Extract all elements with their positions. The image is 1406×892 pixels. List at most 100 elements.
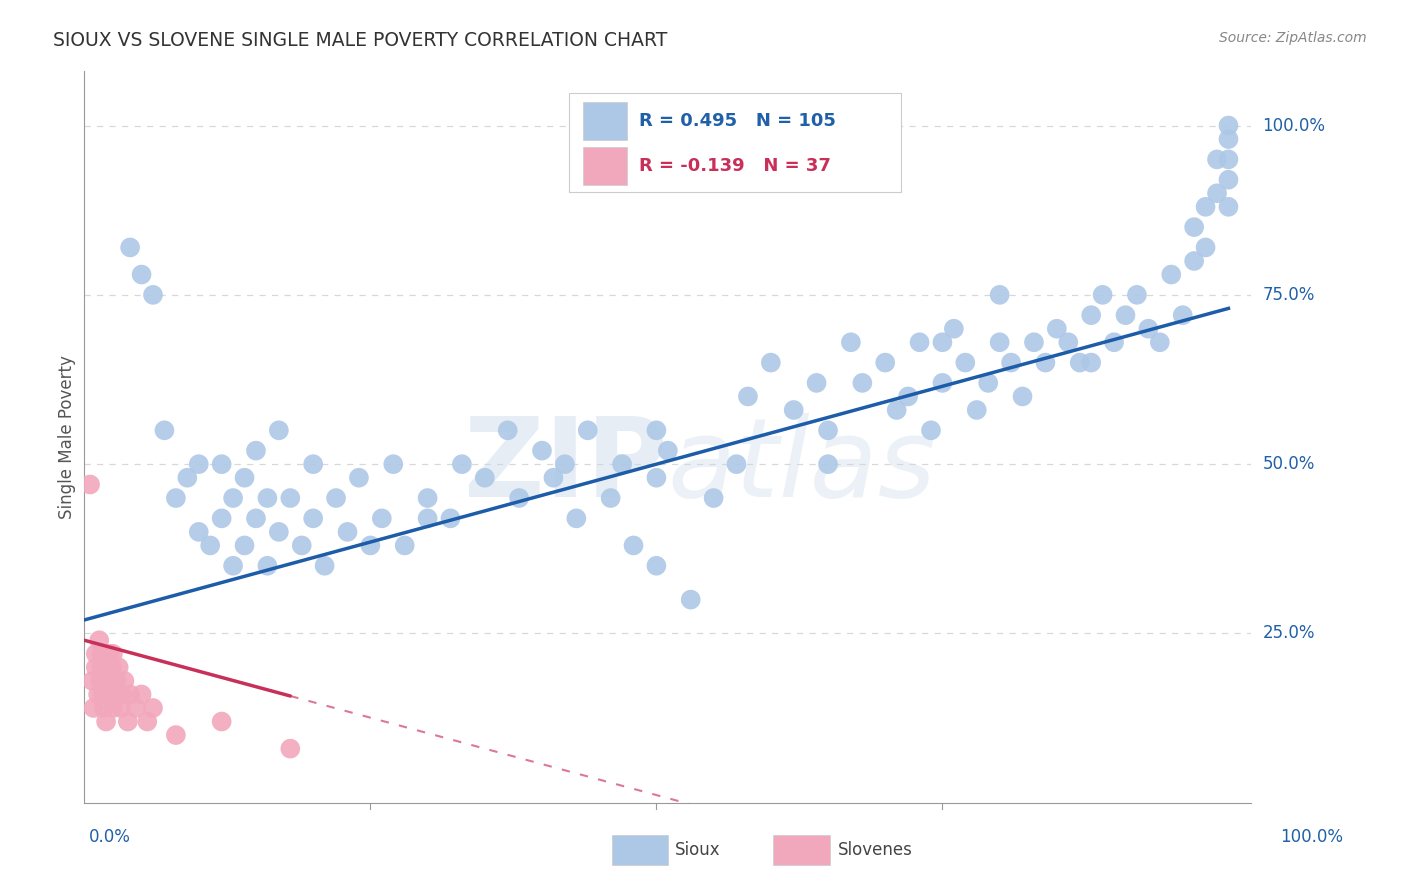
Point xyxy=(657,443,679,458)
Point xyxy=(245,443,267,458)
Point xyxy=(91,688,114,702)
Point xyxy=(101,660,124,674)
Point xyxy=(89,633,111,648)
Point xyxy=(416,511,439,525)
Point xyxy=(336,524,359,539)
Point xyxy=(645,558,668,573)
Point xyxy=(371,511,394,525)
Text: 75.0%: 75.0% xyxy=(1263,285,1315,304)
Point xyxy=(759,355,782,369)
Point xyxy=(93,701,115,715)
Point xyxy=(679,592,702,607)
Point xyxy=(314,558,336,573)
Point xyxy=(988,335,1011,350)
Point xyxy=(955,355,977,369)
Point xyxy=(966,403,988,417)
Point xyxy=(1218,119,1240,133)
Point xyxy=(908,335,931,350)
Point xyxy=(817,423,839,437)
Text: R = 0.495   N = 105: R = 0.495 N = 105 xyxy=(638,112,835,130)
Point xyxy=(703,491,725,505)
Point xyxy=(1000,355,1022,369)
Text: Source: ZipAtlas.com: Source: ZipAtlas.com xyxy=(1219,31,1367,45)
Point xyxy=(1218,172,1240,186)
Point xyxy=(1046,322,1069,336)
Point xyxy=(737,389,759,403)
Point xyxy=(245,511,267,525)
Point xyxy=(623,538,645,552)
Point xyxy=(897,389,920,403)
Text: 25.0%: 25.0% xyxy=(1263,624,1315,642)
Point xyxy=(1149,335,1171,350)
Text: 100.0%: 100.0% xyxy=(1279,828,1343,846)
Point xyxy=(302,511,325,525)
FancyBboxPatch shape xyxy=(582,102,627,140)
Point xyxy=(543,471,565,485)
Point xyxy=(120,240,142,254)
Point xyxy=(83,701,105,715)
Point xyxy=(120,688,142,702)
Point xyxy=(211,511,233,525)
Point xyxy=(783,403,806,417)
Point xyxy=(1102,335,1125,350)
Point xyxy=(439,511,461,525)
Point xyxy=(291,538,314,552)
Point xyxy=(256,491,278,505)
Point xyxy=(278,741,301,756)
Text: SIOUX VS SLOVENE SINGLE MALE POVERTY CORRELATION CHART: SIOUX VS SLOVENE SINGLE MALE POVERTY COR… xyxy=(53,31,668,50)
Point xyxy=(89,673,111,688)
Point xyxy=(1206,153,1229,167)
Point xyxy=(117,714,139,729)
Point xyxy=(222,491,245,505)
Point xyxy=(474,471,496,485)
Text: Sioux: Sioux xyxy=(675,841,720,859)
Point xyxy=(105,673,128,688)
Point xyxy=(96,660,118,674)
Point xyxy=(94,647,117,661)
Point xyxy=(187,524,209,539)
Point xyxy=(496,423,519,437)
Point xyxy=(359,538,381,552)
Point xyxy=(211,714,233,729)
Point xyxy=(1137,322,1160,336)
Point xyxy=(886,403,908,417)
Point xyxy=(1218,132,1240,146)
Point xyxy=(1080,308,1102,322)
Text: atlas: atlas xyxy=(668,413,936,520)
Point xyxy=(839,335,862,350)
Point xyxy=(382,457,405,471)
Point xyxy=(1160,268,1182,282)
Point xyxy=(817,457,839,471)
Point xyxy=(136,714,159,729)
Point xyxy=(806,376,828,390)
Point xyxy=(187,457,209,471)
Point xyxy=(278,491,301,505)
Point xyxy=(90,660,112,674)
Point xyxy=(977,376,1000,390)
Point xyxy=(302,457,325,471)
Point xyxy=(176,471,198,485)
Point xyxy=(347,471,370,485)
Point xyxy=(96,660,118,674)
Point xyxy=(416,491,439,505)
Point xyxy=(153,423,176,437)
Point xyxy=(104,688,127,702)
Text: ZIP: ZIP xyxy=(464,413,668,520)
Point xyxy=(96,688,118,702)
Point xyxy=(1091,288,1114,302)
Point xyxy=(610,457,633,471)
Point xyxy=(267,524,290,539)
FancyBboxPatch shape xyxy=(582,147,627,186)
Point xyxy=(451,457,474,471)
Point xyxy=(165,728,187,742)
Point xyxy=(1080,355,1102,369)
Point xyxy=(1218,200,1240,214)
Point xyxy=(394,538,416,552)
Point xyxy=(645,471,668,485)
Point xyxy=(267,423,290,437)
Point xyxy=(112,673,135,688)
FancyBboxPatch shape xyxy=(568,94,901,192)
Point xyxy=(565,511,588,525)
Point xyxy=(131,268,153,282)
Point xyxy=(530,443,553,458)
